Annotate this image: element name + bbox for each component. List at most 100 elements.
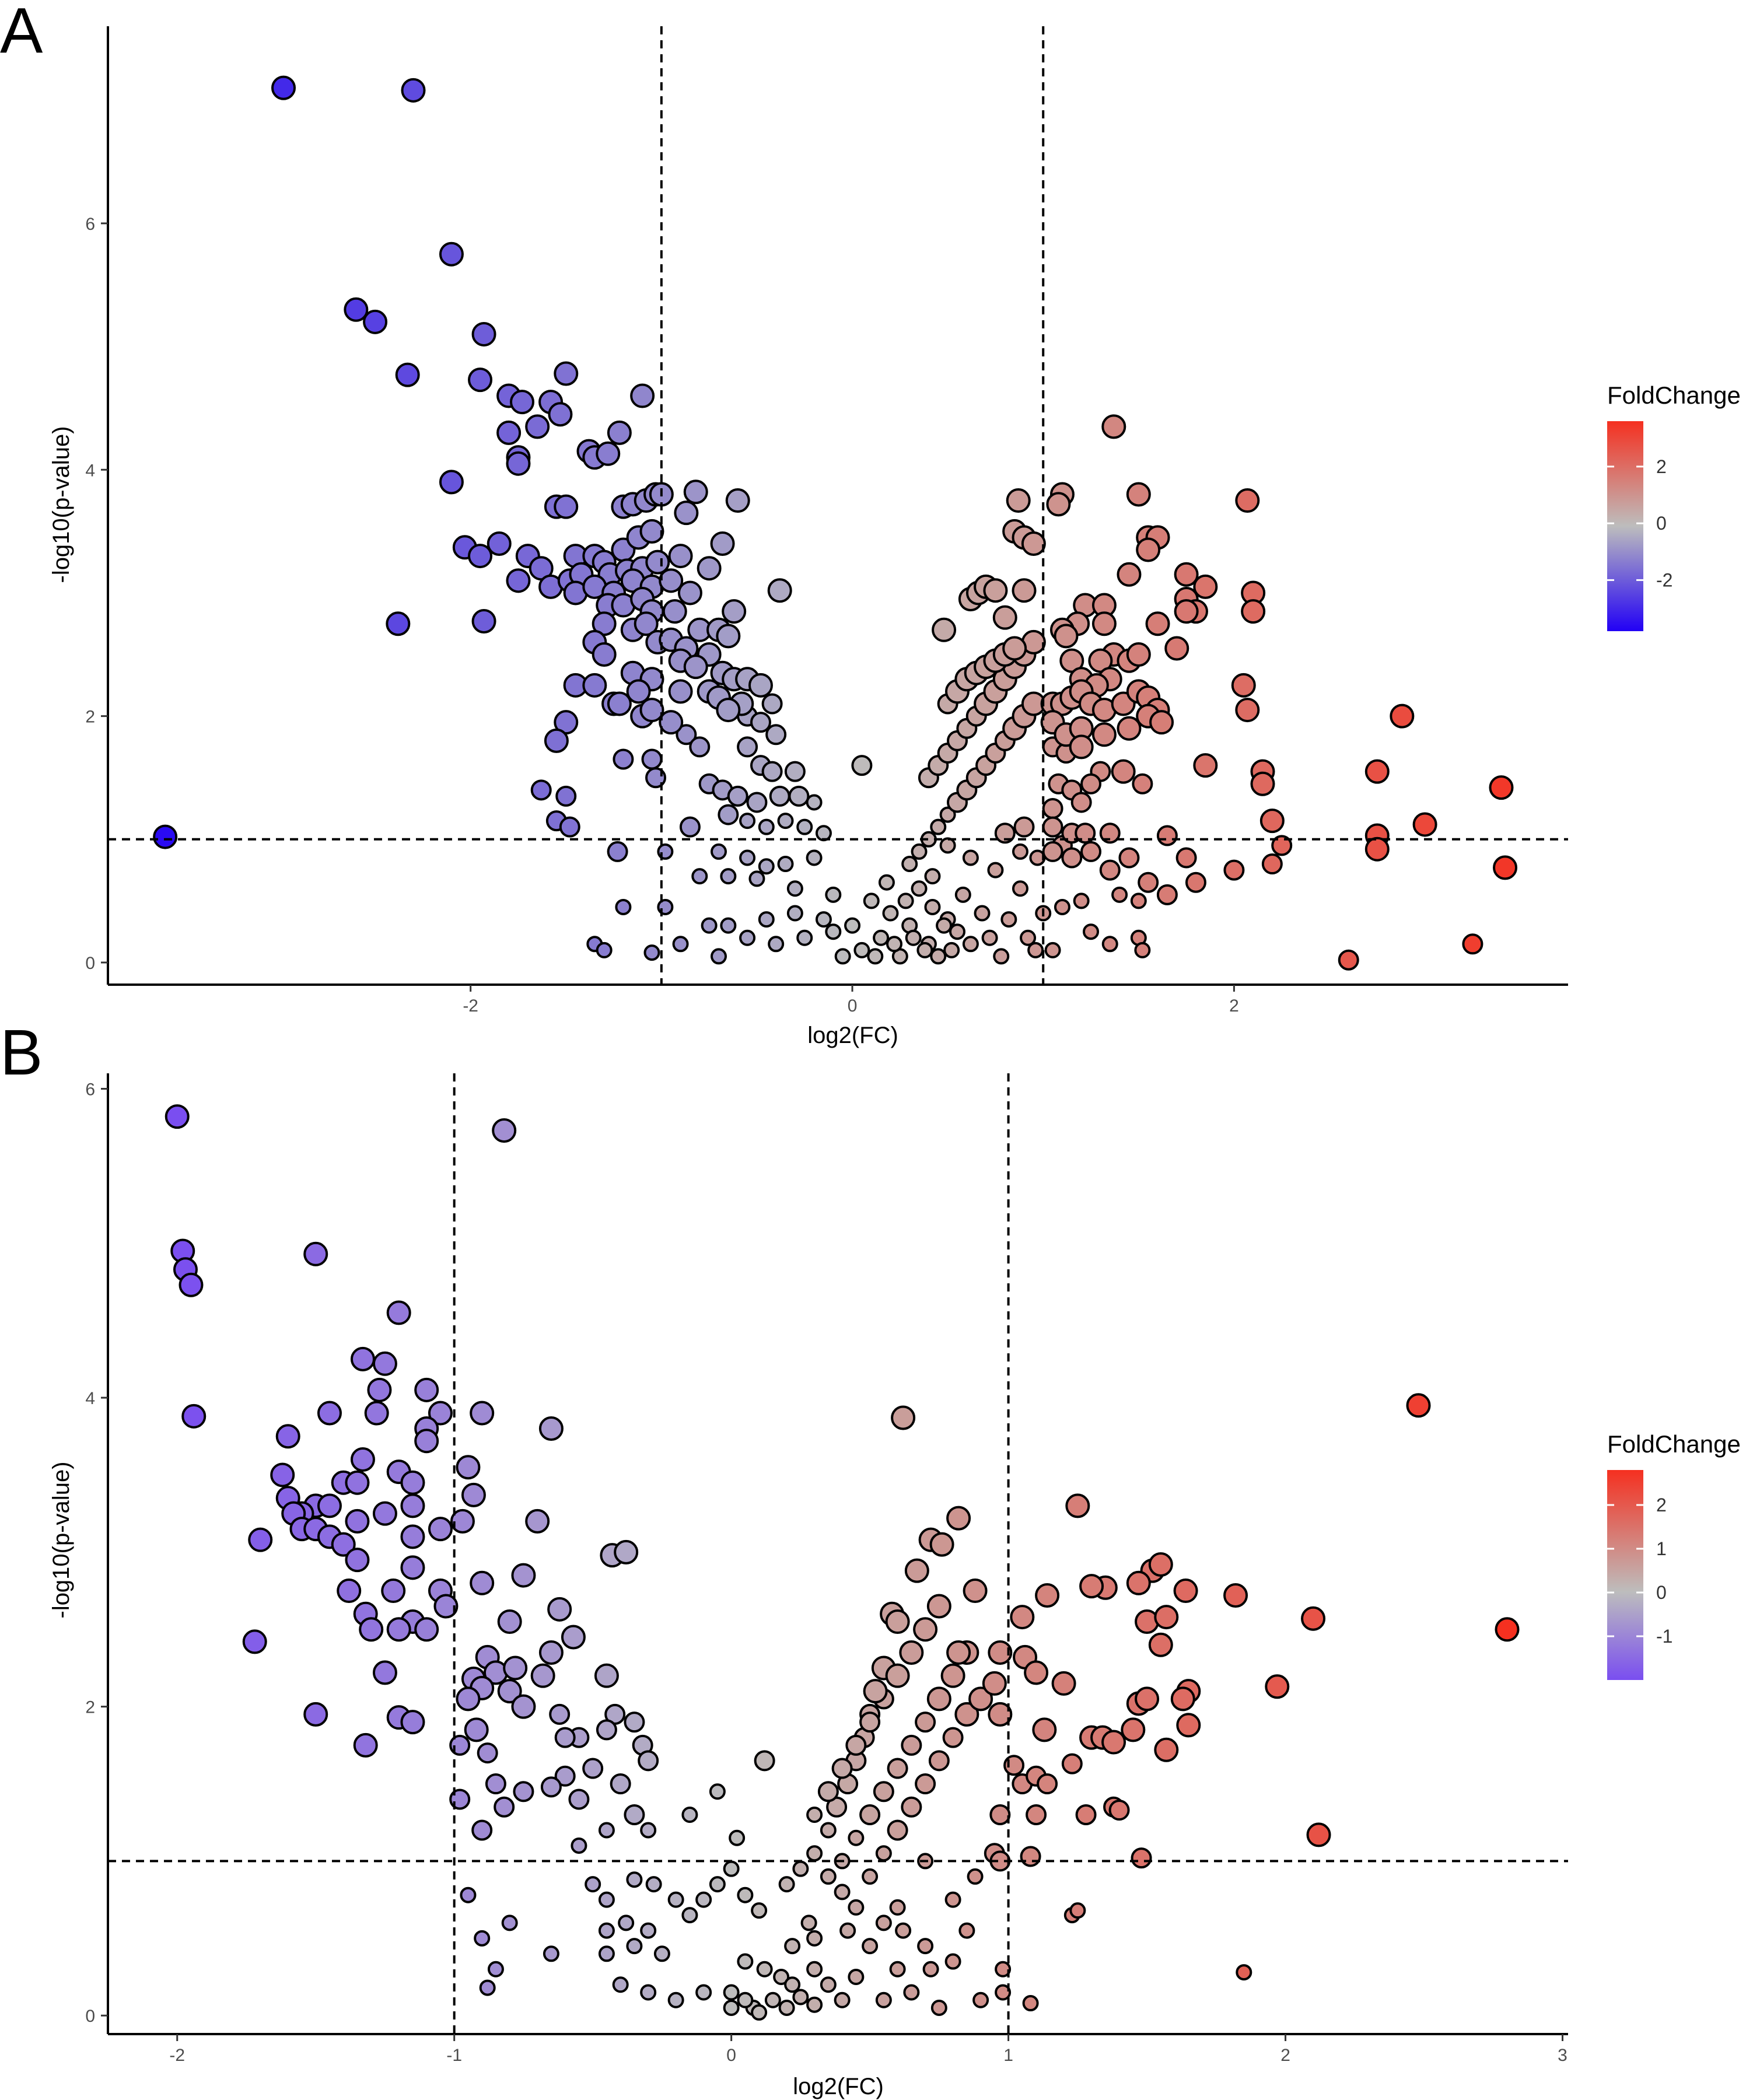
panel-b-data-point <box>248 1527 273 1552</box>
panel-b-data-point <box>817 1781 839 1803</box>
panel-a-data-point <box>939 837 956 854</box>
panel-a-data-point <box>1174 599 1199 624</box>
panel-a-data-point <box>641 748 663 770</box>
panel-b-data-point <box>885 1609 910 1634</box>
panel-a-data-point <box>701 917 718 934</box>
panel-a-data-point <box>992 605 1017 630</box>
panel-a-data-point <box>1193 753 1218 778</box>
panel-b-data-point <box>1131 1847 1152 1869</box>
panel-b-data-point <box>940 1663 965 1688</box>
panel-b-data-point <box>1126 1570 1151 1595</box>
panel-a-data-point <box>851 755 873 776</box>
panel-b-data-point <box>497 1609 522 1634</box>
panel-a-data-point <box>1083 923 1100 940</box>
panel-b-data-point <box>889 1961 906 1978</box>
panel-b-data-point <box>345 1508 370 1534</box>
panel-a-data-point <box>750 712 771 733</box>
panel-b-data-point <box>433 1594 459 1619</box>
panel-a-data-point <box>1156 884 1178 905</box>
panel-a-data-point <box>981 929 998 946</box>
panel-b-data-point <box>568 1788 590 1810</box>
panel-b-data-point <box>561 1625 586 1650</box>
panel-b-data-point <box>610 1773 631 1795</box>
panel-a-data-point <box>710 531 735 556</box>
panel-a-data-point <box>777 856 794 873</box>
panel-b-data-point <box>624 1804 645 1825</box>
panel-b-data-point <box>317 1401 342 1426</box>
panel-b-data-point <box>859 1712 881 1733</box>
panel-b-data-point <box>820 1868 837 1885</box>
panel-b-data-point <box>1079 1574 1104 1599</box>
panel-a-data-point <box>659 710 684 735</box>
panel-b-data-point <box>525 1508 550 1534</box>
panel-b-data-point <box>729 1829 746 1846</box>
panel-b-data-point <box>645 1876 662 1893</box>
panel-b-data-point <box>820 1822 837 1839</box>
panel-a-data-point <box>645 550 670 575</box>
panel-a-data-point <box>962 849 979 866</box>
panel-a-data-point <box>607 420 632 445</box>
panel-b-data-point <box>1154 1737 1179 1762</box>
panel-a-data-point <box>668 679 693 704</box>
panel-b-y-tick-label: 0 <box>85 2007 95 2026</box>
panel-b-data-point <box>1265 1674 1290 1699</box>
panel-b-data-point <box>317 1493 342 1518</box>
panel-a-data-point <box>765 724 787 746</box>
panel-b-data-point <box>1026 1804 1047 1825</box>
panel-b-data-point <box>946 1506 971 1531</box>
panel-b-data-point <box>461 1482 486 1507</box>
panel-a-data-point <box>626 679 651 704</box>
panel-a-data-point <box>761 761 783 782</box>
panel-b-data-point <box>598 1822 615 1839</box>
panel-a-data-point <box>725 488 750 513</box>
panel-a-legend-title: FoldChange <box>1607 382 1741 409</box>
panel-b-data-point <box>479 1979 496 1996</box>
panel-a-data-point <box>1117 716 1142 741</box>
panel-b-data-point <box>1173 1578 1198 1604</box>
panel-b-data-point <box>400 1710 425 1735</box>
panel-a-data-point <box>1136 537 1161 562</box>
panel-b-data-point <box>350 1346 375 1371</box>
panel-b-legend: FoldChange 2 1 0 -1 <box>1607 1430 1741 1680</box>
panel-a-ticks: -2 0 2 0 2 4 6 <box>85 215 1238 1016</box>
panel-a-data-point <box>1156 825 1178 846</box>
panel-a-data-point <box>1075 822 1096 844</box>
panel-b-data-point <box>982 1671 1007 1696</box>
panel-a-data-point <box>758 818 775 835</box>
panel-a-data-point <box>363 309 388 334</box>
panel-a-data-point <box>987 862 1004 878</box>
panel-a-legend: FoldChange 2 0 -2 <box>1607 382 1741 631</box>
panel-a-data-point <box>1027 942 1044 958</box>
panel-b-data-point <box>530 1663 555 1688</box>
panel-a-x-axis-title: log2(FC) <box>807 1023 898 1048</box>
panel-b-data-point <box>303 1241 328 1266</box>
panel-b-data-point <box>538 1416 564 1441</box>
panel-b-colorbar-ticks: 2 1 0 -1 <box>1607 1494 1672 1647</box>
panel-a-data-point <box>1069 734 1094 760</box>
panel-b-data-point <box>862 1868 879 1885</box>
panel-a-data-point <box>1138 872 1159 893</box>
panel-a-y-axis-title: -log10(p-value) <box>48 426 74 583</box>
panel-b-data-point <box>359 1617 384 1642</box>
panel-b-data-point <box>863 1679 888 1704</box>
panel-a-data-point <box>662 599 687 624</box>
panel-b-data-point <box>414 1429 439 1454</box>
panel-a-data-point <box>1390 704 1415 729</box>
panel-a-data-point <box>1338 949 1359 971</box>
panel-a-data-point <box>1080 773 1102 794</box>
panel-b-data-point <box>891 1405 916 1430</box>
panel-b-data-point <box>944 1891 961 1908</box>
panel-b-data-point <box>492 1118 517 1143</box>
panel-a-data-point <box>1000 911 1017 928</box>
panel-b-data-point <box>806 1845 823 1862</box>
panel-a-data-point <box>395 362 420 387</box>
panel-b-data-point <box>968 1686 993 1712</box>
panel-b-data-point <box>792 1989 809 2006</box>
panel-b-data-point <box>958 1922 975 1939</box>
panel-b-data-point <box>460 1887 477 1903</box>
panel-a-data-point <box>1145 611 1170 636</box>
panel-b-x-tick-label: -1 <box>446 2046 462 2065</box>
panel-a-data-point <box>1111 759 1136 784</box>
panel-a-data-point <box>1193 574 1218 599</box>
